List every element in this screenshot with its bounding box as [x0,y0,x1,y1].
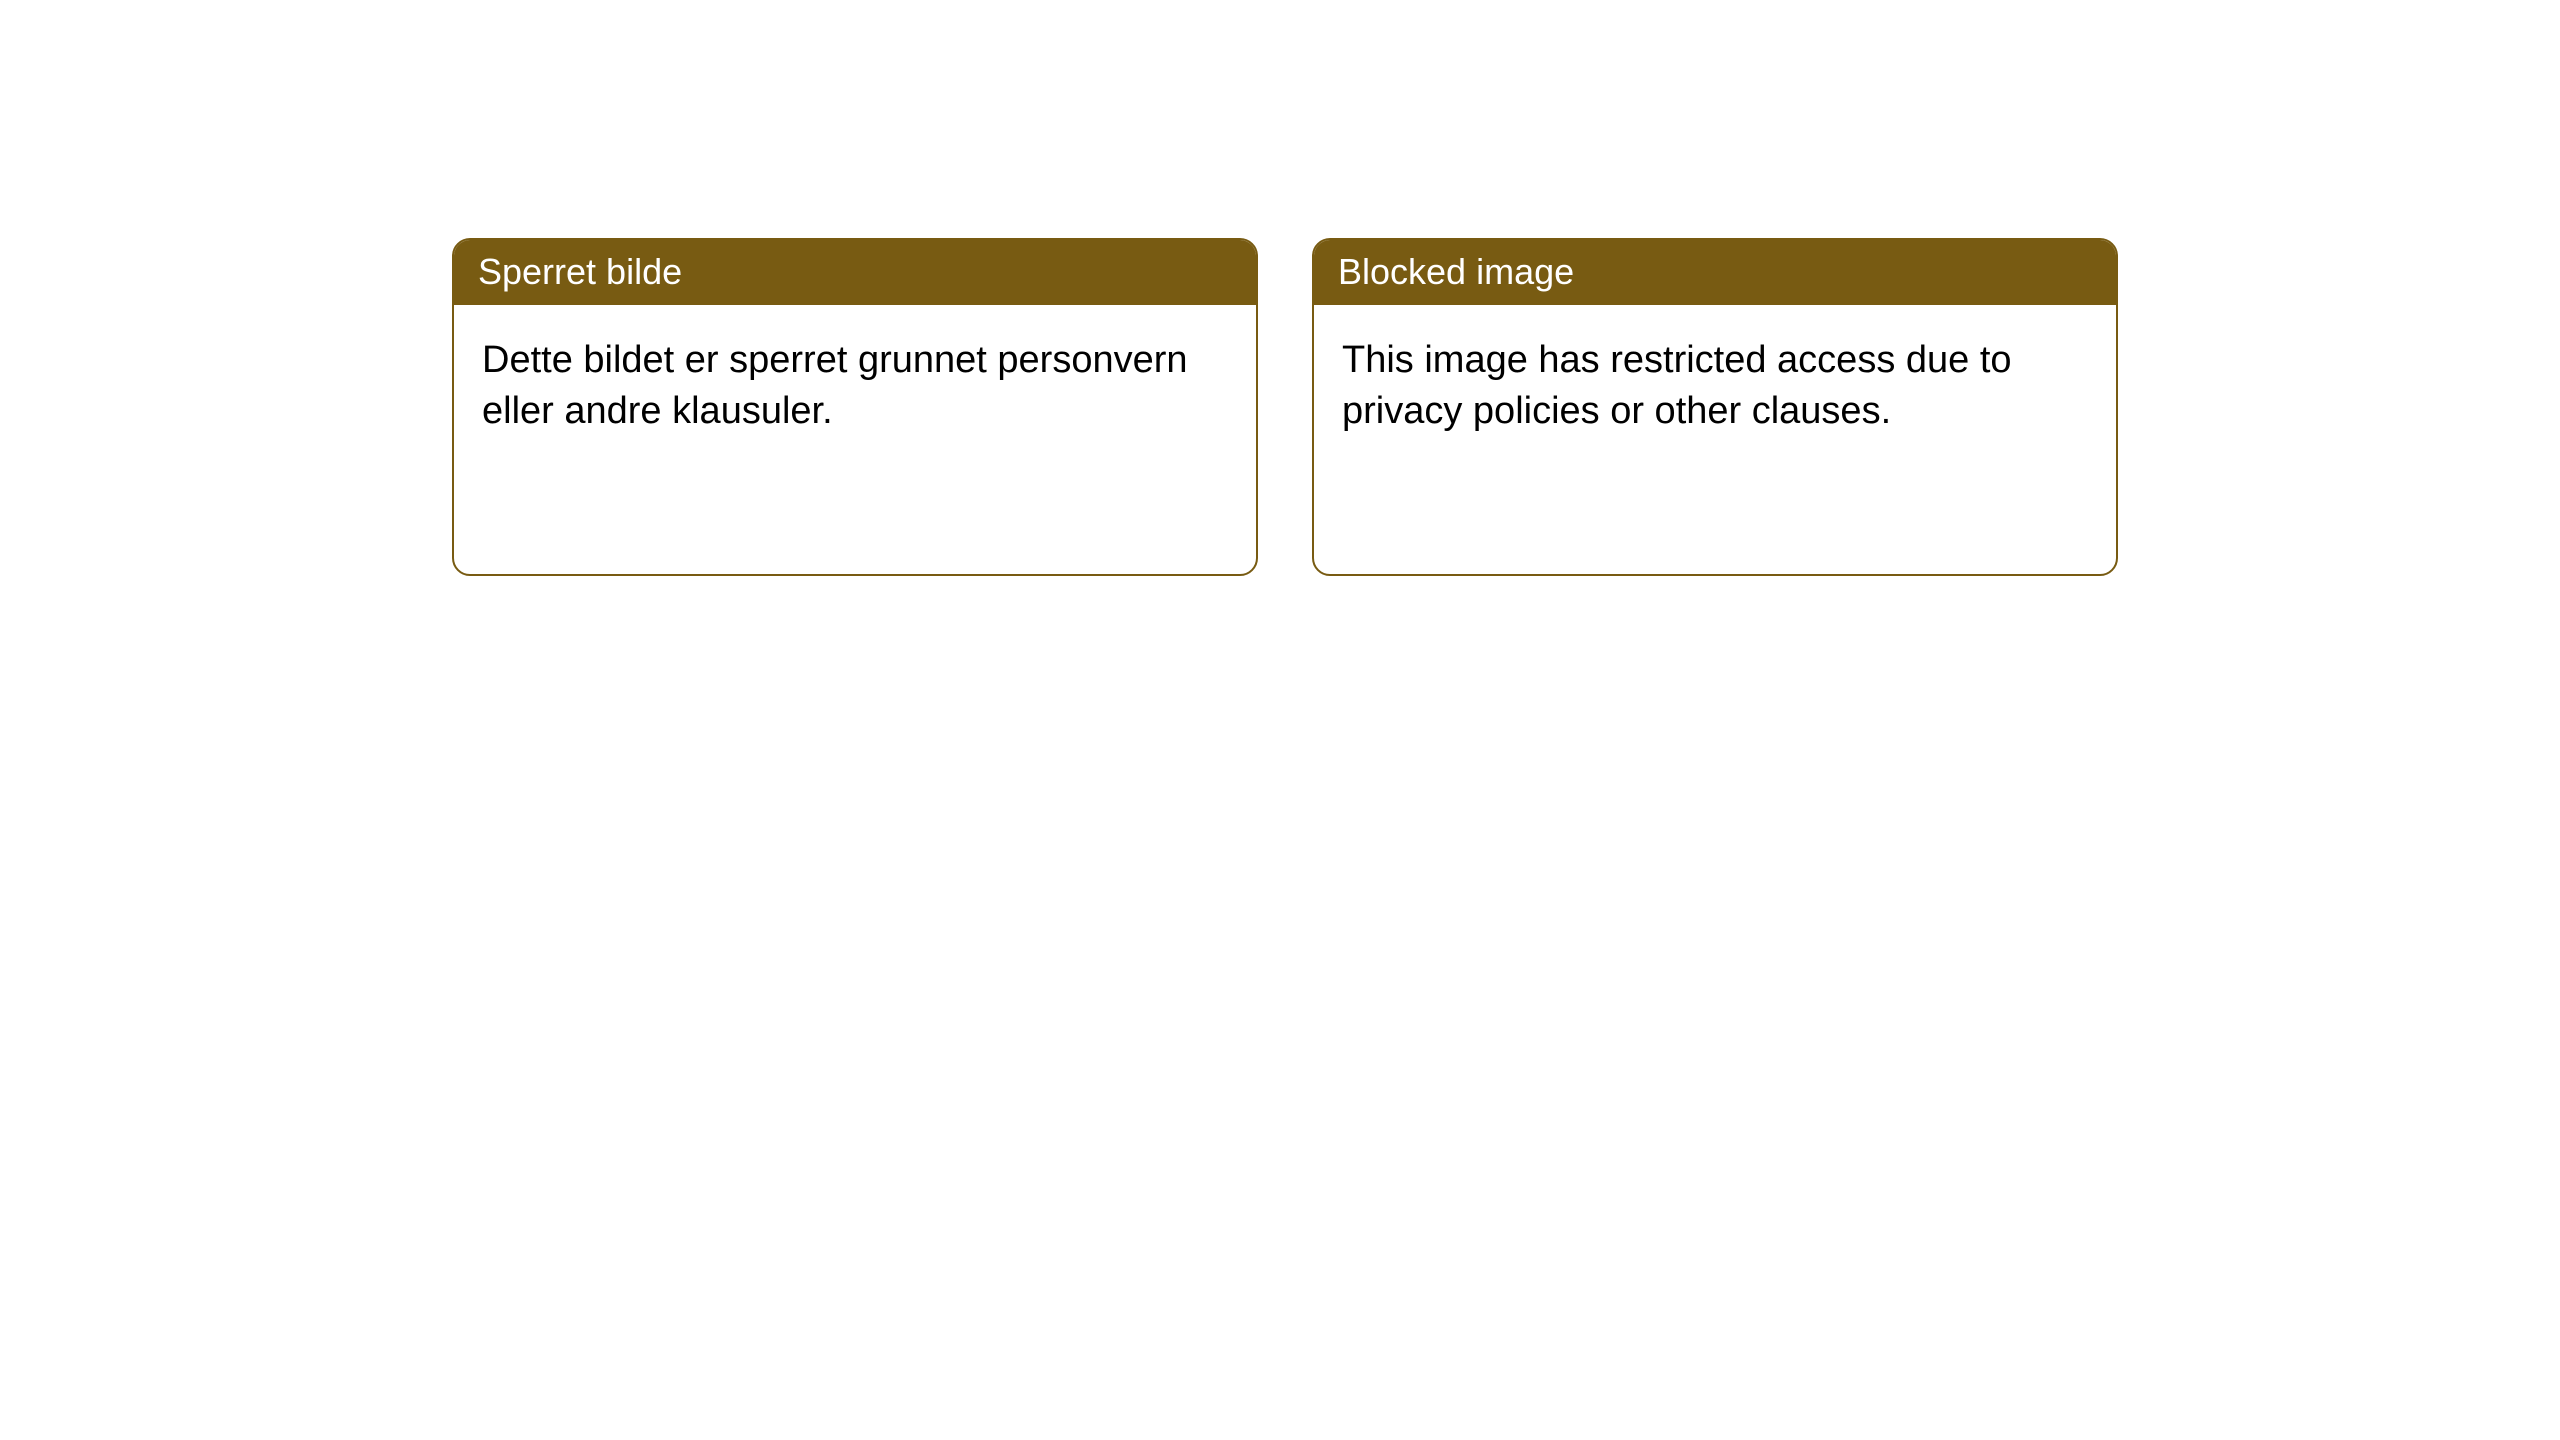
notice-title: Sperret bilde [478,251,682,292]
notice-body: This image has restricted access due to … [1314,305,2116,468]
notice-header: Sperret bilde [454,240,1256,305]
notice-header: Blocked image [1314,240,2116,305]
notice-body-text: This image has restricted access due to … [1342,339,2012,432]
notice-box-english: Blocked image This image has restricted … [1312,238,2118,576]
notice-container: Sperret bilde Dette bildet er sperret gr… [0,0,2560,576]
notice-box-norwegian: Sperret bilde Dette bildet er sperret gr… [452,238,1258,576]
notice-body-text: Dette bildet er sperret grunnet personve… [482,339,1188,432]
notice-title: Blocked image [1338,251,1574,292]
notice-body: Dette bildet er sperret grunnet personve… [454,305,1256,468]
